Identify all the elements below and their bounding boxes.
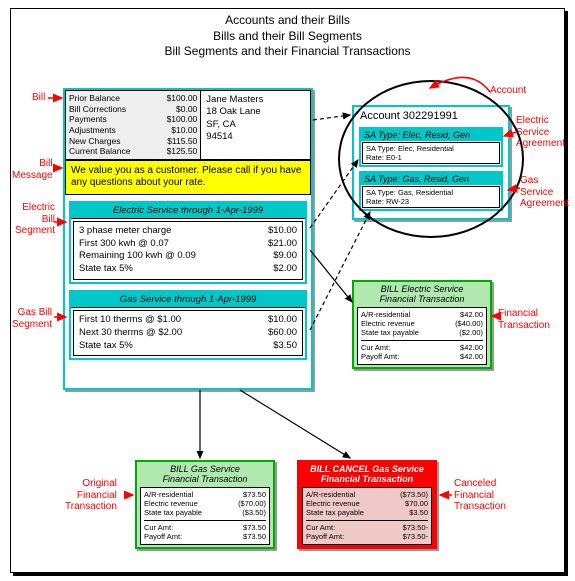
label-orig-fin-trans: OriginalFinancialTransaction xyxy=(65,478,117,513)
bill-panel: Prior Balance$100.00 Bill Corrections$0.… xyxy=(63,88,313,390)
label-account: Account xyxy=(490,85,526,97)
ft-gas-original: BILL Gas Service Financial Transaction A… xyxy=(135,460,275,549)
gas-segment-header: Gas Service through 1-Apr-1999 xyxy=(71,292,305,308)
label-gas-sa: GasServiceAgreement xyxy=(520,175,569,210)
account-panel: Account 302291991 SA Type: Elec, Resid, … xyxy=(352,105,510,220)
label-bill: Bill xyxy=(32,92,45,104)
elec-sa-title: SA Type: Elec, Resid, Gen xyxy=(361,129,501,141)
gas-sa-body: SA Type: Gas, Residential Rate: RW-23 xyxy=(362,186,500,208)
label-elec-segment: ElectricBillSegment xyxy=(15,202,55,237)
label-cancel-fin-trans: CanceledFinancialTransaction xyxy=(454,478,506,513)
label-elec-sa: ElectricServiceAgreement xyxy=(516,115,565,150)
ft-gas-original-body: A/R-residential$73.50 Electric revenue($… xyxy=(140,487,270,545)
title-line-3: Bill Segments and their Financial Transa… xyxy=(11,44,564,60)
ft-gas-original-header: BILL Gas Service Financial Transaction xyxy=(137,462,273,487)
bill-balances: Prior Balance$100.00 Bill Corrections$0.… xyxy=(65,90,200,160)
gas-sa-title: SA Type: Gas, Resid, Gen xyxy=(361,173,501,185)
label-gas-segment: Gas BillSegment xyxy=(12,307,52,330)
ft-electric-body: A/R-residential$42.00 Electric revenue($… xyxy=(357,307,487,365)
ft-electric-header: BILL Electric Service Financial Transact… xyxy=(354,282,490,307)
elec-sa-box: SA Type: Elec, Resid, Gen SA Type: Elec,… xyxy=(359,127,503,167)
ft-gas-cancel-header: BILL CANCEL Gas Service Financial Transa… xyxy=(299,462,435,487)
ft-gas-cancel: BILL CANCEL Gas Service Financial Transa… xyxy=(297,460,437,549)
elec-sa-body: SA Type: Elec, Residential Rate: E0-1 xyxy=(362,142,500,164)
title-line-1: Accounts and their Bills xyxy=(11,13,564,29)
label-fin-trans: FinancialTransaction xyxy=(498,308,550,331)
gas-segment-body: First 10 therms @ $1.00$10.00 Next 30 th… xyxy=(73,310,303,356)
ft-electric: BILL Electric Service Financial Transact… xyxy=(352,280,492,369)
label-bill-message: BillMessage xyxy=(12,158,53,181)
bill-address: Jane Masters 18 Oak Lane SF, CA 94514 xyxy=(200,90,311,160)
page-title: Accounts and their Bills Bills and their… xyxy=(11,13,564,60)
bill-top: Prior Balance$100.00 Bill Corrections$0.… xyxy=(65,90,311,161)
gas-sa-box: SA Type: Gas, Resid, Gen SA Type: Gas, R… xyxy=(359,171,503,211)
title-line-2: Bills and their Bill Segments xyxy=(11,29,564,45)
electric-segment-body: 3 phase meter charge$10.00 First 300 kwh… xyxy=(73,221,303,280)
ft-gas-cancel-body: A/R-residential($73.50) Electric revenue… xyxy=(302,487,432,545)
account-title: Account 302291991 xyxy=(354,107,508,124)
bill-message: We value you as a customer. Please call … xyxy=(65,161,311,195)
electric-segment: Electric Service through 1-Apr-1999 3 ph… xyxy=(69,201,307,284)
gas-segment: Gas Service through 1-Apr-1999 First 10 … xyxy=(69,290,307,360)
electric-segment-header: Electric Service through 1-Apr-1999 xyxy=(71,203,305,219)
